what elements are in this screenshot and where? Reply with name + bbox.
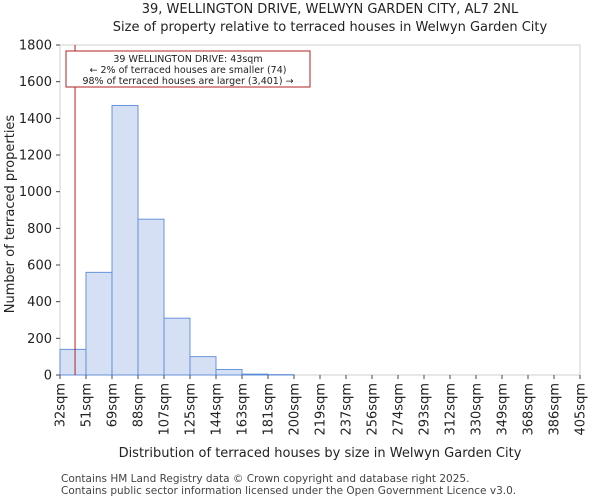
x-tick-label: 144sqm [210, 383, 225, 436]
x-tick-label: 293sqm [418, 383, 433, 436]
bar-32sqm [59, 348, 87, 376]
y-axis-label: Number of terraced properties [3, 115, 18, 314]
footer-copyright: Contains HM Land Registry data © Crown c… [61, 473, 470, 485]
x-tick-label: 237sqm [340, 383, 355, 436]
annotation-line-larger: 98% of terraced houses are larger (3,401… [82, 76, 293, 87]
annotation-line-smaller: ← 2% of terraced houses are smaller (74) [90, 65, 287, 76]
x-tick-label: 125sqm [184, 383, 199, 436]
x-tick-label: 51sqm [80, 383, 95, 427]
x-axis-label: Distribution of terraced houses by size … [119, 446, 522, 461]
chart-title: 39, WELLINGTON DRIVE, WELWYN GARDEN CITY… [142, 2, 519, 17]
x-tick-label: 88sqm [132, 383, 147, 427]
x-tick-label: 69sqm [106, 383, 121, 427]
x-tick-label: 405sqm [574, 383, 589, 436]
x-tick-label: 368sqm [522, 383, 537, 436]
footer-licence: Contains public sector information licen… [61, 485, 517, 497]
bar-125sqm [189, 356, 217, 376]
bar-163sqm [241, 373, 269, 376]
x-tick-label: 349sqm [496, 383, 511, 436]
bar-107sqm [163, 317, 191, 376]
y-tick-label: 800 [27, 222, 52, 237]
y-tick-label: 400 [27, 295, 52, 310]
y-tick-label: 0 [44, 369, 52, 384]
y-tick-label: 1600 [19, 75, 52, 90]
bar-51sqm [85, 271, 113, 376]
y-tick-label: 1200 [19, 149, 52, 164]
x-tick-label: 256sqm [366, 383, 381, 436]
y-tick-label: 1800 [19, 39, 52, 54]
chart-subtitle: Size of property relative to terraced ho… [113, 20, 548, 35]
bars-group [59, 105, 295, 376]
bar-144sqm [215, 369, 243, 376]
x-tick-label: 330sqm [470, 383, 485, 436]
x-tick-label: 219sqm [314, 383, 329, 436]
annotation-line-title: 39 WELLINGTON DRIVE: 43sqm [113, 54, 262, 65]
y-tick-label: 1400 [19, 112, 52, 127]
y-tick-label: 1000 [19, 185, 52, 200]
x-tick-label: 200sqm [288, 383, 303, 436]
bar-88sqm [137, 218, 165, 376]
x-tick-label: 163sqm [236, 383, 251, 436]
y-tick-label: 200 [27, 332, 52, 347]
annotation-box [65, 50, 311, 88]
y-axis-ticks: 0 200 400 600 800 1000 1200 1400 1600 1800 [19, 39, 60, 384]
x-axis-ticks: 32sqm 51sqm 69sqm 88sqm 107sqm 125sqm 144sqm 16… [54, 375, 589, 436]
x-tick-label: 386sqm [548, 383, 563, 436]
y-tick-label: 600 [27, 259, 52, 274]
x-tick-label: 274sqm [392, 383, 407, 436]
x-tick-label: 107sqm [158, 383, 173, 436]
x-tick-label: 312sqm [444, 383, 459, 436]
x-tick-label: 181sqm [262, 383, 277, 436]
x-tick-label: 32sqm [54, 383, 69, 427]
bar-69sqm [111, 105, 139, 376]
